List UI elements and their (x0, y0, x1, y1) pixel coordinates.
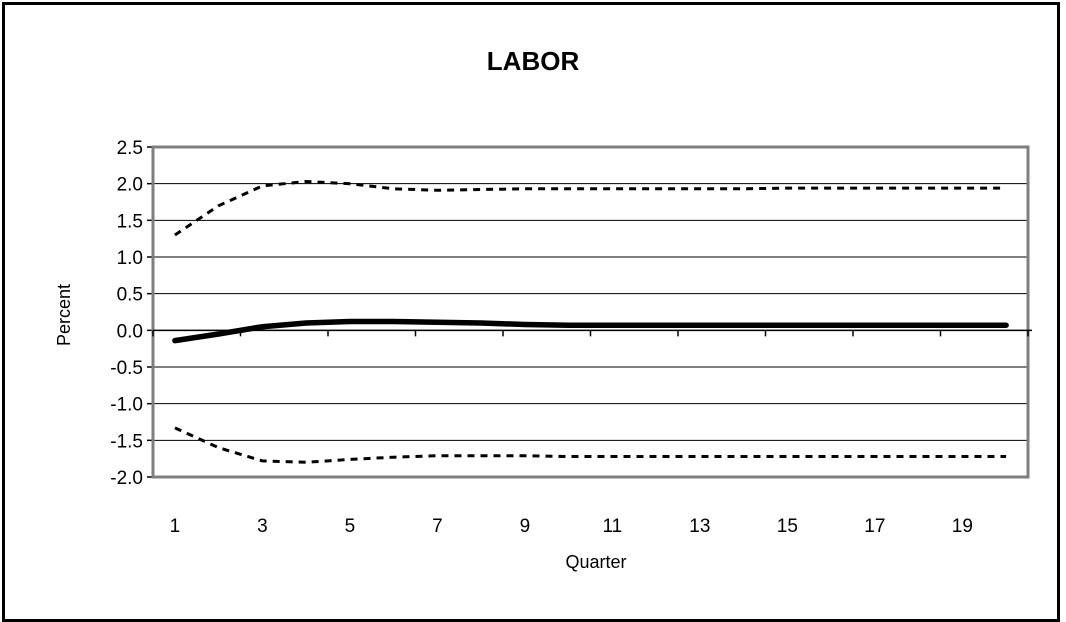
x-tick-label: 3 (257, 516, 268, 537)
y-tick-label: 0.0 (117, 321, 143, 342)
x-tick-label: 7 (432, 516, 443, 537)
y-tick-label: 1.5 (117, 211, 143, 232)
x-tick-label: 9 (520, 516, 531, 537)
x-axis-label: Quarter (565, 552, 626, 572)
y-axis-label: Percent (54, 284, 74, 346)
y-tick-label: 2.5 (117, 138, 143, 159)
x-tick-label: 19 (952, 516, 973, 537)
x-tick-label: 11 (603, 516, 623, 537)
axis-layer: 2.52.01.51.00.50.0-0.5-1.0-1.5-2.01 3 5 7 9 1… (110, 138, 1032, 537)
x-tick-label: 1 (170, 516, 181, 537)
y-tick-label: 2.0 (117, 175, 143, 196)
series-line-lower (174, 426, 1007, 464)
x-tick-label: 13 (689, 516, 710, 537)
grid-layer (153, 146, 1028, 478)
y-tick-label: 0.5 (117, 285, 143, 306)
x-tick-label: 17 (864, 516, 885, 537)
plot-border (151, 145, 1030, 479)
series-line-upper (174, 180, 1007, 237)
y-tick-label: -0.5 (110, 358, 143, 379)
series-line-center (172, 318, 1009, 344)
y-tick-label: -1.5 (110, 431, 143, 452)
y-tick-label: -1.0 (110, 395, 143, 416)
x-tick-label: 5 (345, 516, 356, 537)
chart-title: LABOR (487, 46, 580, 76)
x-tick-label: 15 (777, 516, 798, 537)
series-layer (172, 180, 1009, 464)
y-tick-label: 1.0 (117, 248, 143, 269)
y-tick-label: -2.0 (110, 468, 143, 489)
